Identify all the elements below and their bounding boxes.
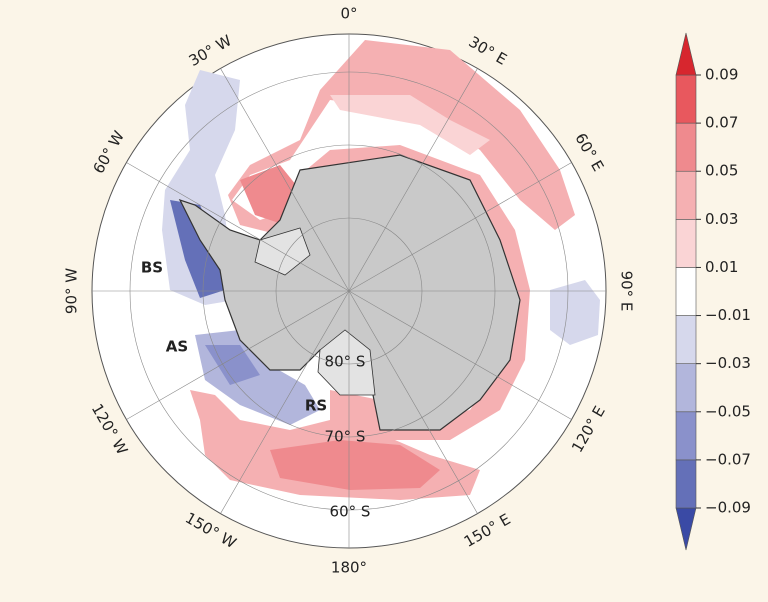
colorbar-tick-label: −0.01 bbox=[705, 306, 751, 324]
colorbar-tick-label: 0.05 bbox=[705, 162, 738, 180]
colorbar-segment bbox=[675, 459, 697, 509]
meridian bbox=[220, 290, 350, 514]
meridian bbox=[348, 290, 572, 420]
colorbar-segment bbox=[675, 122, 697, 172]
meridian bbox=[348, 68, 478, 292]
colorbar-segment bbox=[675, 219, 697, 268]
region-label: BS bbox=[141, 259, 163, 277]
positive-anomaly bbox=[330, 95, 490, 155]
colorbar-segment bbox=[675, 363, 697, 413]
colorbar: −0.09 −0.07 −0.05 −0.03 −0.01 0.01 0.03 0.05 0.0… bbox=[675, 32, 751, 551]
meridian bbox=[126, 162, 350, 292]
positive-anomaly bbox=[270, 440, 440, 490]
longitude-label: 90° W bbox=[63, 268, 81, 314]
meridian bbox=[126, 290, 350, 420]
meridian bbox=[348, 162, 572, 292]
latitude-label: 70° S bbox=[325, 428, 366, 446]
ice-shelf bbox=[317, 329, 376, 396]
colorbar-segment bbox=[675, 315, 697, 364]
latitude-label: 60° S bbox=[330, 503, 371, 521]
colorbar-extend-high bbox=[675, 32, 697, 76]
colorbar-segment bbox=[675, 74, 697, 124]
longitude-label: 180° bbox=[331, 559, 367, 577]
colorbar-tick-label: 0.01 bbox=[705, 258, 738, 276]
colorbar-segment bbox=[675, 411, 697, 461]
region-label: AS bbox=[166, 338, 188, 356]
negative-anomaly bbox=[205, 345, 260, 385]
longitude-label: 90° E bbox=[618, 271, 636, 312]
region-label: RS bbox=[305, 397, 327, 415]
colorbar-tick-label: −0.03 bbox=[705, 354, 751, 372]
graticule bbox=[92, 34, 606, 548]
colorbar-segment bbox=[675, 267, 697, 316]
longitude-label: 0° bbox=[340, 5, 357, 23]
meridian bbox=[220, 68, 350, 292]
ice-shelf bbox=[254, 227, 311, 276]
negative-anomaly bbox=[170, 200, 225, 298]
colorbar-tick-label: −0.05 bbox=[705, 402, 751, 420]
colorbar-tick-label: 0.09 bbox=[705, 66, 738, 84]
colorbar-tick-label: 0.07 bbox=[705, 114, 738, 132]
colorbar-segment bbox=[675, 170, 697, 220]
colorbar-tick-label: 0.03 bbox=[705, 210, 738, 228]
latitude-label: 80° S bbox=[325, 353, 366, 371]
meridian bbox=[348, 290, 478, 514]
colorbar-tick-label: −0.09 bbox=[705, 499, 751, 517]
map bbox=[91, 33, 607, 549]
colorbar-tick-label: −0.07 bbox=[705, 450, 751, 468]
negative-anomaly bbox=[550, 280, 600, 345]
